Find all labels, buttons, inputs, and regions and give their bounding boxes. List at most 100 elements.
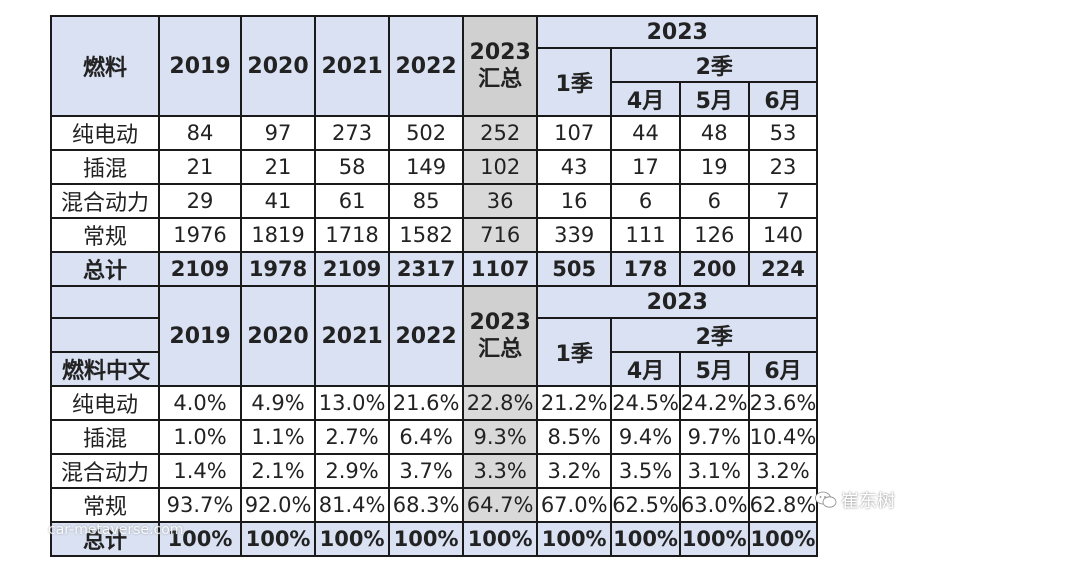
table-cell: 93.7% bbox=[157, 487, 243, 523]
summary-cell: 102 bbox=[462, 149, 539, 185]
total-cell: 100% bbox=[240, 521, 317, 557]
table2-summary-label: 汇总 bbox=[478, 337, 523, 362]
total-cell: 100% bbox=[314, 521, 391, 557]
row-label: 混合动力 bbox=[50, 183, 160, 219]
table-cell: 502 bbox=[388, 115, 465, 151]
total-cell: 178 bbox=[610, 251, 681, 287]
total-cell: 100% bbox=[388, 521, 465, 557]
table-cell: 2.7% bbox=[314, 419, 391, 455]
table-cell: 61 bbox=[314, 183, 391, 219]
table-cell: 68.3% bbox=[388, 487, 465, 523]
table-cell: 9.4% bbox=[610, 419, 681, 455]
total-cell: 1107 bbox=[462, 251, 539, 287]
total-cell: 100% bbox=[678, 521, 750, 557]
total-label: 总计 bbox=[50, 251, 160, 287]
table-cell: 29 bbox=[157, 183, 243, 219]
table-row: 纯电动 84 97 273 502 252 107 44 48 53 bbox=[50, 115, 1079, 151]
table-cell: 1718 bbox=[314, 217, 391, 253]
summary-cell: 9.3% bbox=[462, 419, 539, 455]
table-cell: 107 bbox=[536, 115, 613, 151]
table1-month-header: 4月 bbox=[610, 81, 681, 117]
table-cell: 10.4% bbox=[747, 419, 819, 455]
table-cell: 1.0% bbox=[157, 419, 243, 455]
table2-year-header: 2020 bbox=[240, 285, 317, 387]
table-cell: 24.5% bbox=[610, 385, 681, 421]
table-cell: 140 bbox=[747, 217, 819, 253]
table2-group-year-header: 2023 bbox=[536, 285, 819, 319]
table-cell: 1582 bbox=[388, 217, 465, 253]
table2-month-header: 4月 bbox=[610, 351, 681, 387]
summary-cell: 3.3% bbox=[462, 453, 539, 489]
table1-year-header: 2020 bbox=[240, 15, 317, 117]
table-row: 常规 1976 1819 1718 1582 716 339 111 126 1… bbox=[50, 217, 1079, 253]
table-cell: 62.5% bbox=[610, 487, 681, 523]
table-cell: 2.1% bbox=[240, 453, 317, 489]
table-row: 插混 21 21 58 149 102 43 17 19 23 bbox=[50, 149, 1079, 185]
table-cell: 85 bbox=[388, 183, 465, 219]
table2-month-header: 5月 bbox=[678, 351, 750, 387]
table2-corner-spacer bbox=[50, 285, 160, 319]
row-label: 常规 bbox=[50, 487, 160, 523]
table2-month-header: 6月 bbox=[747, 351, 819, 387]
table1-year-header: 2021 bbox=[314, 15, 391, 117]
table-cell: 53 bbox=[747, 115, 819, 151]
table-cell: 6 bbox=[610, 183, 681, 219]
total-cell: 200 bbox=[678, 251, 750, 287]
table-cell: 273 bbox=[314, 115, 391, 151]
table-cell: 21 bbox=[240, 149, 317, 185]
summary-cell: 252 bbox=[462, 115, 539, 151]
table-cell: 1.4% bbox=[157, 453, 243, 489]
total-row: 总计 2109 1978 2109 2317 1107 505 178 200 … bbox=[50, 251, 1079, 287]
table-cell: 9.7% bbox=[678, 419, 750, 455]
table1-year-header: 2022 bbox=[388, 15, 465, 117]
author-watermark: 崔东树 bbox=[815, 487, 895, 513]
total-cell: 100% bbox=[747, 521, 819, 557]
summary-cell: 64.7% bbox=[462, 487, 539, 523]
table-cell: 339 bbox=[536, 217, 613, 253]
table-cell: 4.0% bbox=[157, 385, 243, 421]
table-cell: 92.0% bbox=[240, 487, 317, 523]
table-cell: 23 bbox=[747, 149, 819, 185]
table2-year-header: 2022 bbox=[388, 285, 465, 387]
total-cell: 224 bbox=[747, 251, 819, 287]
table-cell: 1.1% bbox=[240, 419, 317, 455]
table-cell: 6.4% bbox=[388, 419, 465, 455]
row-label: 混合动力 bbox=[50, 453, 160, 489]
total-cell: 100% bbox=[610, 521, 681, 557]
table2-corner-header: 燃料中文 bbox=[50, 351, 160, 387]
table-cell: 43 bbox=[536, 149, 613, 185]
table-cell: 58 bbox=[314, 149, 391, 185]
table-cell: 17 bbox=[610, 149, 681, 185]
total-row: 总计 100% 100% 100% 100% 100% 100% 100% 10… bbox=[50, 521, 1079, 557]
table-cell: 111 bbox=[610, 217, 681, 253]
wechat-icon bbox=[815, 491, 837, 508]
total-cell: 505 bbox=[536, 251, 613, 287]
row-label: 常规 bbox=[50, 217, 160, 253]
table-cell: 6 bbox=[678, 183, 750, 219]
table-row: 常规 93.7% 92.0% 81.4% 68.3% 64.7% 67.0% 6… bbox=[50, 487, 1079, 523]
row-label: 插混 bbox=[50, 149, 160, 185]
table-cell: 3.1% bbox=[678, 453, 750, 489]
row-label: 插混 bbox=[50, 419, 160, 455]
table-cell: 21 bbox=[157, 149, 243, 185]
table-cell: 149 bbox=[388, 149, 465, 185]
table-cell: 3.7% bbox=[388, 453, 465, 489]
table-cell: 63.0% bbox=[678, 487, 750, 523]
total-label: 总计 bbox=[50, 521, 160, 557]
table-row: 插混 1.0% 1.1% 2.7% 6.4% 9.3% 8.5% 9.4% 9.… bbox=[50, 419, 1079, 455]
table2-summary-header: 2023 汇总 bbox=[462, 285, 539, 387]
table-cell: 2.9% bbox=[314, 453, 391, 489]
table2-year-header: 2021 bbox=[314, 285, 391, 387]
table1-summary-label: 汇总 bbox=[478, 67, 523, 92]
table-cell: 97 bbox=[240, 115, 317, 151]
total-cell: 2109 bbox=[157, 251, 243, 287]
table-cell: 48 bbox=[678, 115, 750, 151]
summary-cell: 716 bbox=[462, 217, 539, 253]
table-cell: 8.5% bbox=[536, 419, 613, 455]
total-cell: 2317 bbox=[388, 251, 465, 287]
total-cell: 2109 bbox=[314, 251, 391, 287]
table1-q1-header: 1季 bbox=[536, 47, 613, 117]
table1-group-year-header: 2023 bbox=[536, 15, 819, 49]
sales-by-fuel-table: 燃料 2019 2020 2021 2022 2023 汇总 2023 1季 2… bbox=[50, 15, 1080, 557]
table-cell: 21.2% bbox=[536, 385, 613, 421]
